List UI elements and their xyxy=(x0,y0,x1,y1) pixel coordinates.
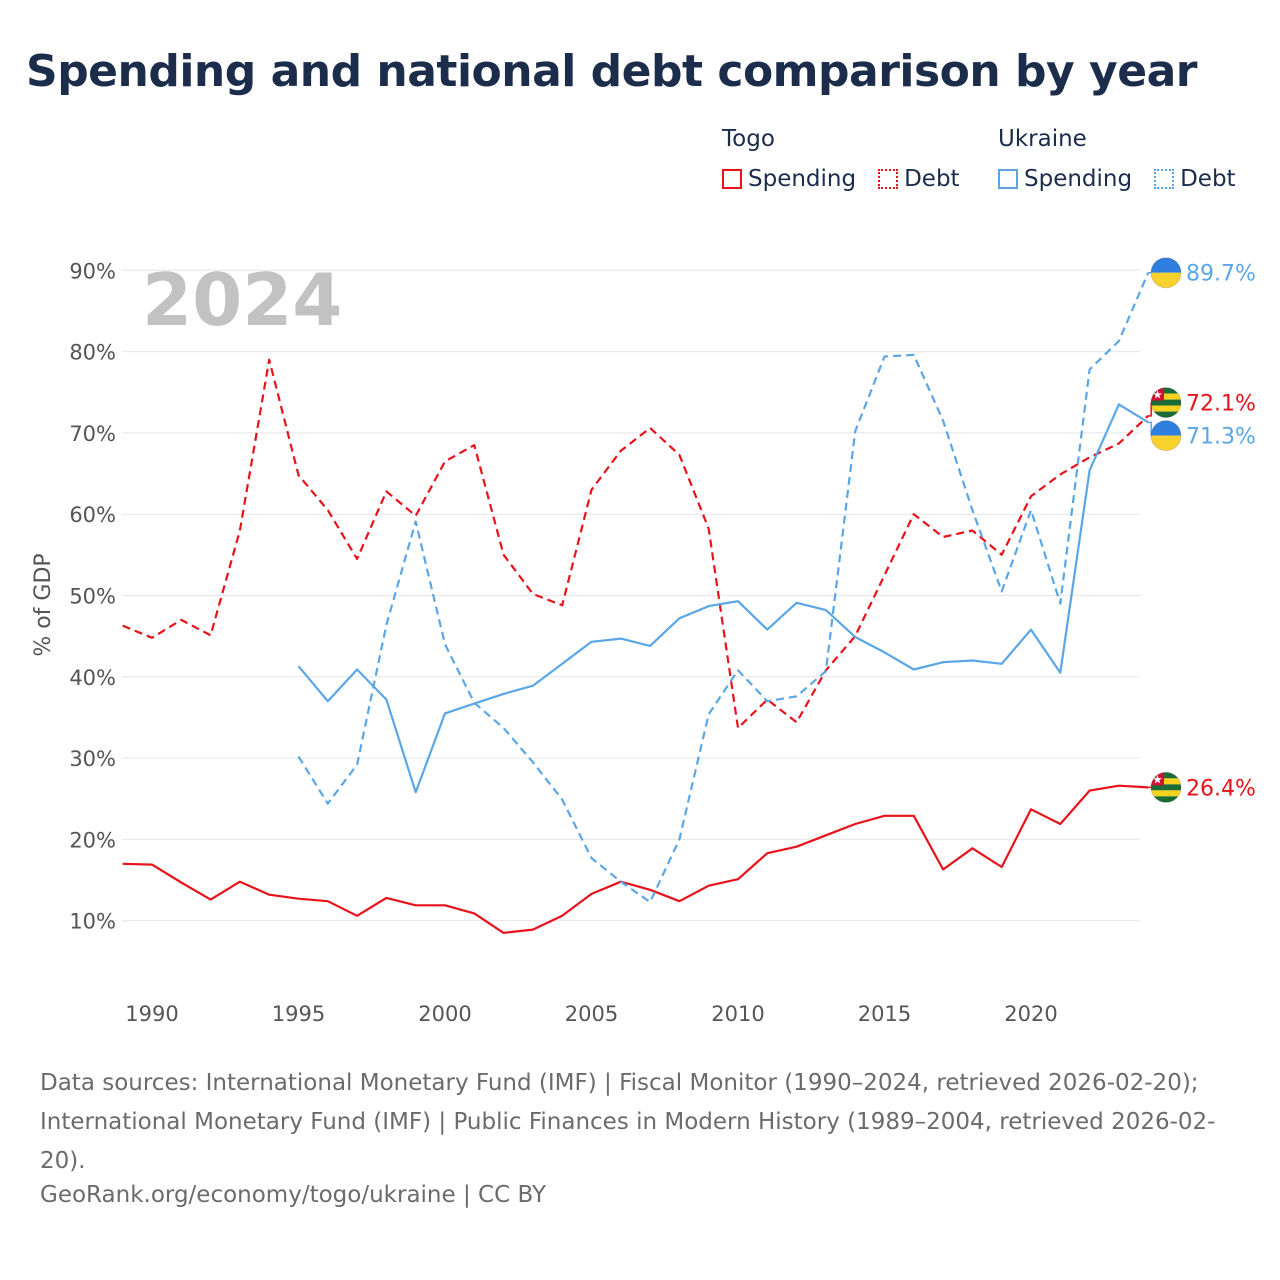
y-tick-label: 40% xyxy=(69,666,116,690)
y-tick-label: 90% xyxy=(69,259,116,283)
x-tick-label: 2020 xyxy=(1004,1002,1057,1026)
togo-flag-icon xyxy=(1150,387,1182,419)
x-tick-label: 1990 xyxy=(125,1002,178,1026)
series-line-togo-debt[interactable] xyxy=(122,358,1149,730)
legend-label-togo-spending[interactable]: Spending xyxy=(748,166,857,192)
x-tick-label: 2015 xyxy=(858,1002,911,1026)
tick-layer: 10% 20% 30% 40% 50% 60% 70% 80% 90% 1990 1995 2000 2… xyxy=(69,259,1057,1026)
grid-layer xyxy=(122,269,1140,922)
legend-swatch-solid[interactable] xyxy=(722,169,742,189)
end-value-label: 26.4% xyxy=(1186,776,1256,801)
ukraine-flag-icon xyxy=(1150,420,1182,452)
series-layer xyxy=(122,272,1150,934)
x-tick-label: 2005 xyxy=(565,1002,618,1026)
y-tick-label: 50% xyxy=(69,585,116,609)
legend-swatch-dotted[interactable] xyxy=(878,169,899,189)
y-tick-label: 30% xyxy=(69,747,116,771)
legend-label-togo-debt[interactable]: Debt xyxy=(904,166,960,192)
series-line-ukraine-debt[interactable] xyxy=(297,272,1150,904)
x-tick-label: 2010 xyxy=(711,1002,764,1026)
ukraine-flag-icon xyxy=(1150,257,1182,289)
togo-flag-icon xyxy=(1150,771,1182,803)
x-tick-label: 1995 xyxy=(272,1002,325,1026)
legend-swatch-solid[interactable] xyxy=(998,169,1018,189)
legend-group-name: Ukraine xyxy=(998,126,1087,152)
credit-link[interactable]: GeoRank.org/economy/togo/ukraine | CC BY xyxy=(40,1182,547,1208)
end-value-label: 71.3% xyxy=(1186,425,1256,450)
y-tick-label: 20% xyxy=(69,828,116,852)
legend-group-name: Togo xyxy=(722,126,775,152)
end-value-label: 89.7% xyxy=(1186,262,1256,287)
end-value-label: 72.1% xyxy=(1186,392,1256,417)
legend-label-ukraine-debt: Debt xyxy=(1180,166,1236,192)
series-line-ukraine-spending[interactable] xyxy=(297,403,1149,794)
legend-label-ukraine-spending[interactable]: Spending xyxy=(1024,166,1133,192)
y-tick-label: 10% xyxy=(69,910,116,934)
series-line-togo-spending[interactable] xyxy=(122,784,1149,934)
chart-title: Spending and national debt comparison by… xyxy=(26,46,1197,97)
legend-group-togo: Togo Spending Debt xyxy=(722,124,982,192)
x-tick-label: 2000 xyxy=(418,1002,471,1026)
end-label-layer: 89.7% 72.1% 71.3% 26.4% xyxy=(1148,257,1256,803)
legend-group-ukraine: Ukraine Spending Debt xyxy=(998,124,1236,192)
data-sources: Data sources: International Monetary Fun… xyxy=(40,1070,1216,1174)
y-axis-title: % of GDP xyxy=(31,553,56,656)
year-watermark: 2024 xyxy=(142,258,342,342)
y-tick-label: 70% xyxy=(69,422,116,446)
y-tick-label: 80% xyxy=(69,341,116,365)
legend-swatch-dotted[interactable] xyxy=(1154,169,1175,189)
y-tick-label: 60% xyxy=(69,503,116,527)
